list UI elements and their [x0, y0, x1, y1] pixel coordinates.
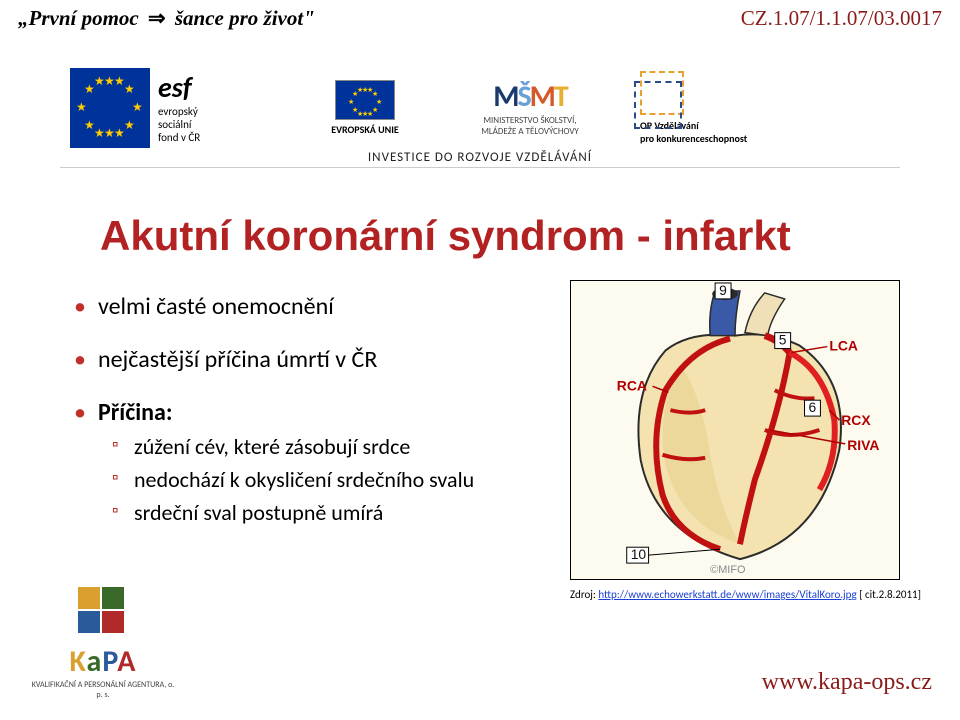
- kapa-logo-block: KaPA KVALIFIKAČNÍ A PERSONÁLNÍ AGENTURA,…: [28, 583, 178, 700]
- kapa-caption: KVALIFIKAČNÍ A PERSONÁLNÍ AGENTURA, o. p…: [28, 680, 178, 700]
- content-area: velmi časté onemocnění nejčastější příči…: [70, 282, 550, 532]
- eu-flag: EVROPSKÁ UNIE: [310, 80, 420, 136]
- project-code: CZ.1.07/1.1.07/03.0017: [741, 6, 942, 31]
- heart-diagram: 9 5 6 10 RCA LCA RCX RIVA ©MIFO: [570, 280, 900, 580]
- header-part1: První pomoc: [29, 6, 145, 30]
- bullet-item: velmi časté onemocnění: [70, 292, 550, 321]
- opvk-line2: pro konkurenceschopnost: [640, 132, 820, 145]
- arrow-icon: ⇒: [148, 6, 166, 31]
- diagram-label-riva: RIVA: [847, 437, 879, 453]
- sub-bullet-item: nedochází k okysličení srdečního svalu: [70, 466, 550, 493]
- source-link[interactable]: http://www.echowerkstatt.de/www/images/V…: [598, 588, 856, 601]
- msmt-line2: MLÁDEŽE A TĚLOVÝCHOVY: [450, 126, 610, 137]
- sub-bullet-item: zúžení cév, které zásobují srdce: [70, 433, 550, 460]
- header-part2: šance pro život: [170, 6, 304, 30]
- diagram-label-9: 9: [719, 282, 727, 298]
- diagram-label-rca: RCA: [617, 377, 647, 393]
- eu-flag-icon: [335, 80, 395, 120]
- diagram-label-lca: LCA: [829, 338, 858, 354]
- esf-line3: fond v ČR: [158, 131, 200, 144]
- diagram-label-rcx: RCX: [841, 412, 871, 428]
- esf-text: esf evropský sociální fond v ČR: [158, 71, 200, 144]
- esf-line1: evropský: [158, 105, 198, 118]
- sub-bullet-item: srdeční sval postupně umírá: [70, 499, 550, 526]
- cause-label: Příčina:: [98, 398, 172, 427]
- diagram-source: Zdroj: http://www.echowerkstatt.de/www/i…: [570, 588, 930, 601]
- diagram-copyright: ©MIFO: [710, 564, 745, 576]
- footer-url: www.kapa-ops.cz: [762, 669, 932, 696]
- esf-logo: esf evropský sociální fond v ČR: [70, 58, 280, 158]
- slide-title: Akutní koronární syndrom - infarkt: [100, 212, 791, 260]
- esf-stars-icon: [70, 68, 150, 148]
- quote-open: „: [18, 6, 29, 30]
- eu-caption: EVROPSKÁ UNIE: [331, 123, 399, 136]
- esf-line2: sociální: [158, 118, 191, 131]
- diagram-label-10: 10: [631, 546, 647, 562]
- msmt-mark-icon: MŠMT: [450, 78, 610, 115]
- kapa-logo-icon: [68, 583, 138, 639]
- diagram-label-5: 5: [779, 332, 787, 348]
- source-prefix: Zdroj:: [570, 588, 598, 601]
- bullet-item: nejčastější příčina úmrtí v ČR: [70, 345, 550, 374]
- sponsor-banner: esf evropský sociální fond v ČR EVROPSKÁ…: [60, 48, 900, 168]
- bullet-item: Příčina:: [70, 398, 550, 427]
- quote-close: ": [303, 6, 315, 30]
- kapa-wordmark: KaPA: [28, 643, 178, 680]
- opvk-logo: OP Vzdělávání pro konkurenceschopnost: [640, 71, 820, 145]
- msmt-logo: MŠMT MINISTERSTVO ŠKOLSTVÍ, MLÁDEŽE A TĚ…: [450, 78, 610, 137]
- heart-svg: 9 5 6 10 RCA LCA RCX RIVA ©MIFO: [571, 281, 899, 579]
- diagram-label-6: 6: [809, 399, 817, 415]
- msmt-line1: MINISTERSTVO ŠKOLSTVÍ,: [450, 115, 610, 126]
- opvk-square-icon: [640, 71, 684, 115]
- page-header: „První pomoc ⇒ šance pro život" CZ.1.07/…: [0, 0, 960, 36]
- esf-abbr: esf: [158, 71, 200, 105]
- source-suffix: [ cit.2.8.2011]: [857, 588, 921, 601]
- banner-caption: INVESTICE DO ROZVOJE VZDĚLÁVÁNÍ: [60, 150, 900, 165]
- header-title: „První pomoc ⇒ šance pro život": [18, 6, 315, 31]
